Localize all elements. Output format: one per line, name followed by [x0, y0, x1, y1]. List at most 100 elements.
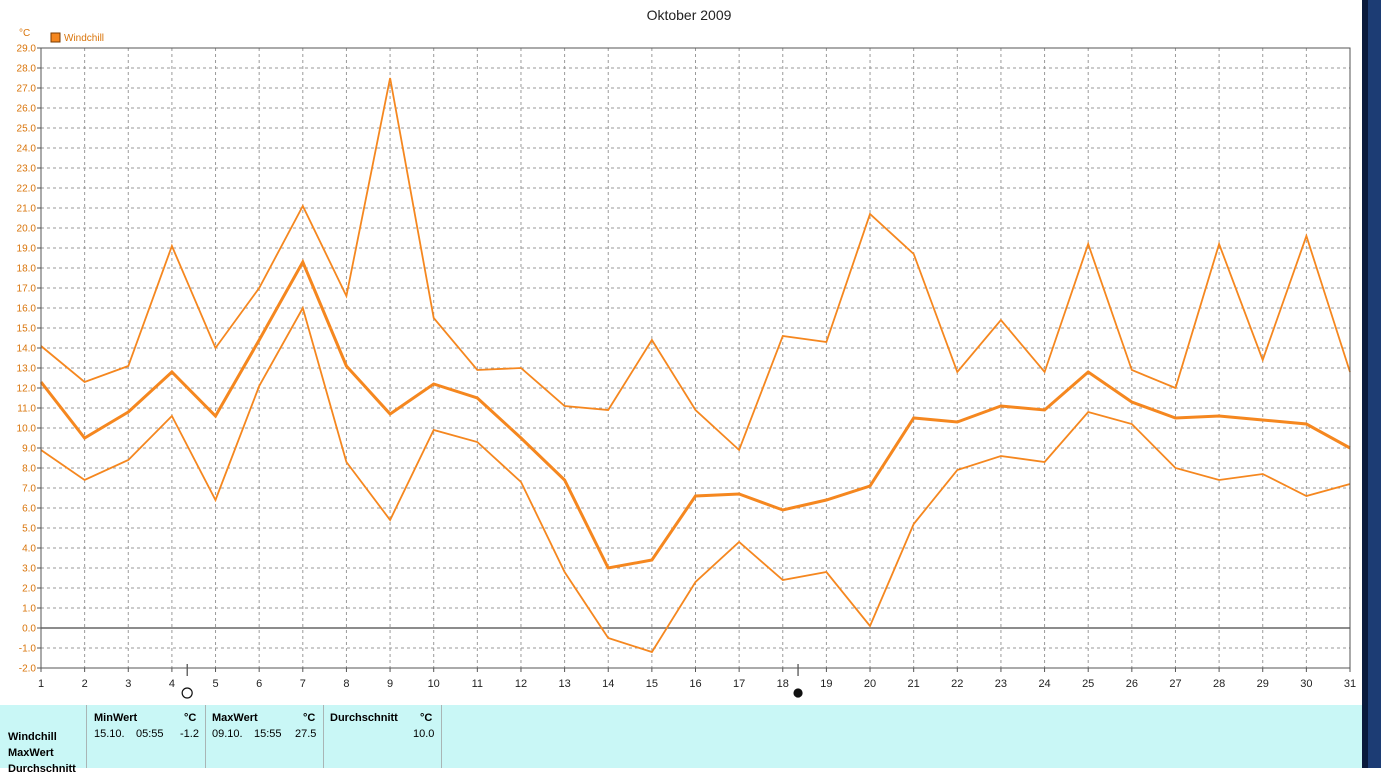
y-tick-label: 10.0: [17, 424, 37, 435]
x-tick-label: 14: [602, 678, 614, 690]
legend-label: Windchill: [64, 33, 104, 44]
divider: [441, 705, 442, 768]
min-time: 05:55: [136, 728, 164, 740]
statistics-panel: Windchill MaxWert Durchschnitt MinWert °…: [0, 705, 1362, 775]
y-tick-label: 29.0: [17, 44, 37, 55]
y-tick-label: 26.0: [17, 104, 37, 115]
y-tick-label: 4.0: [22, 544, 36, 555]
series-line-max: [40, 77, 1351, 452]
x-tick-label: 29: [1257, 678, 1269, 690]
min-header: MinWert: [94, 712, 138, 724]
y-tick-label: 25.0: [17, 124, 37, 135]
divider: [205, 705, 206, 768]
y-tick-label: 7.0: [22, 484, 36, 495]
x-tick-label: 15: [646, 678, 658, 690]
x-tick-label: 1: [38, 678, 44, 690]
row-label-windchill: Windchill: [8, 731, 57, 743]
max-time: 15:55: [254, 728, 282, 740]
y-tick-label: 21.0: [17, 204, 37, 215]
x-tick-label: 23: [995, 678, 1007, 690]
max-unit: °C: [303, 712, 316, 724]
y-tick-label: 24.0: [17, 144, 37, 155]
x-tick-label: 22: [951, 678, 963, 690]
y-tick-label: 1.0: [22, 604, 36, 615]
x-tick-label: 6: [256, 678, 262, 690]
x-tick-label: 4: [169, 678, 175, 690]
y-tick-label: 0.0: [22, 624, 36, 635]
x-tick-label: 7: [300, 678, 306, 690]
avg-unit: °C: [420, 712, 433, 724]
x-tick-label: 13: [558, 678, 570, 690]
new-moon-icon: [793, 688, 803, 698]
y-tick-label: 17.0: [17, 284, 37, 295]
moon-markers: [181, 664, 803, 699]
x-tick-label: 18: [777, 678, 789, 690]
avg-header: Durchschnitt: [330, 712, 398, 724]
grid: [40, 47, 1351, 669]
x-tick-label: 17: [733, 678, 745, 690]
y-tick-label: 23.0: [17, 164, 37, 175]
row-label-durchschnitt: Durchschnitt: [8, 763, 76, 775]
x-axis: 1 2 3 4 5 6 7 8 9 10 11 12 13 14 15 16 17 18 19 20 21 22 23 24 2…: [38, 668, 1356, 690]
y-axis: -2.0 -1.0 0.0 1.0 2.0 3.0 4.0 5.0 6.0 7.0 8.0 9.0 10…: [17, 44, 41, 675]
x-tick-label: 30: [1300, 678, 1312, 690]
x-tick-label: 27: [1169, 678, 1181, 690]
series-line-avg: [39, 258, 1351, 570]
row-label-maxwert: MaxWert: [8, 747, 54, 759]
full-moon-icon: [181, 687, 193, 699]
x-tick-label: 24: [1038, 678, 1050, 690]
x-tick-label: 31: [1344, 678, 1356, 690]
x-tick-label: 2: [82, 678, 88, 690]
x-tick-label: 19: [820, 678, 832, 690]
legend-swatch: [50, 32, 61, 43]
x-tick-label: 12: [515, 678, 527, 690]
x-tick-label: 21: [908, 678, 920, 690]
y-tick-label: 5.0: [22, 524, 36, 535]
y-tick-label: 28.0: [17, 64, 37, 75]
x-tick-label: 26: [1126, 678, 1138, 690]
chart-title: Oktober 2009: [647, 7, 732, 23]
y-axis-unit: °C: [19, 28, 30, 39]
y-tick-label: 3.0: [22, 564, 36, 575]
max-date: 09.10.: [212, 728, 243, 740]
x-tick-label: 9: [387, 678, 393, 690]
chart: Oktober 2009 °C Windchill -2.0 -1.0 0.0 1.0…: [17, 7, 1356, 699]
avg-value: 10.0: [413, 728, 435, 740]
y-tick-label: 27.0: [17, 84, 37, 95]
min-unit: °C: [184, 712, 197, 724]
window-edge: [1362, 0, 1381, 768]
max-header: MaxWert: [212, 712, 258, 724]
y-tick-label: 20.0: [17, 224, 37, 235]
divider: [323, 705, 324, 768]
y-tick-label: 19.0: [17, 244, 37, 255]
plot-frame: [40, 47, 1351, 669]
x-tick-label: 3: [125, 678, 131, 690]
y-tick-label: 22.0: [17, 184, 37, 195]
y-tick-label: 8.0: [22, 464, 36, 475]
x-tick-label: 25: [1082, 678, 1094, 690]
x-tick-label: 10: [428, 678, 440, 690]
y-tick-label: 11.0: [17, 404, 36, 415]
y-tick-label: 2.0: [22, 584, 36, 595]
x-tick-label: 20: [864, 678, 876, 690]
y-tick-label: 13.0: [17, 364, 37, 375]
series-lines: [39, 77, 1351, 654]
y-tick-label: 6.0: [22, 504, 36, 515]
max-value: 27.5: [295, 728, 317, 740]
stat-row-labels: Windchill MaxWert Durchschnitt: [8, 729, 76, 777]
x-tick-label: 8: [343, 678, 349, 690]
x-tick-label: 28: [1213, 678, 1225, 690]
y-tick-label: -1.0: [19, 644, 37, 655]
x-tick-label: 5: [212, 678, 218, 690]
y-tick-label: 12.0: [17, 384, 37, 395]
y-tick-label: 16.0: [17, 304, 37, 315]
divider: [86, 705, 87, 768]
min-value: -1.2: [180, 728, 199, 740]
series-line-min: [40, 305, 1351, 654]
min-date: 15.10.: [94, 728, 125, 740]
y-tick-label: 18.0: [17, 264, 37, 275]
y-tick-label: 14.0: [17, 344, 37, 355]
y-tick-label: -2.0: [19, 664, 37, 675]
x-tick-label: 11: [472, 678, 483, 690]
y-tick-label: 15.0: [17, 324, 37, 335]
